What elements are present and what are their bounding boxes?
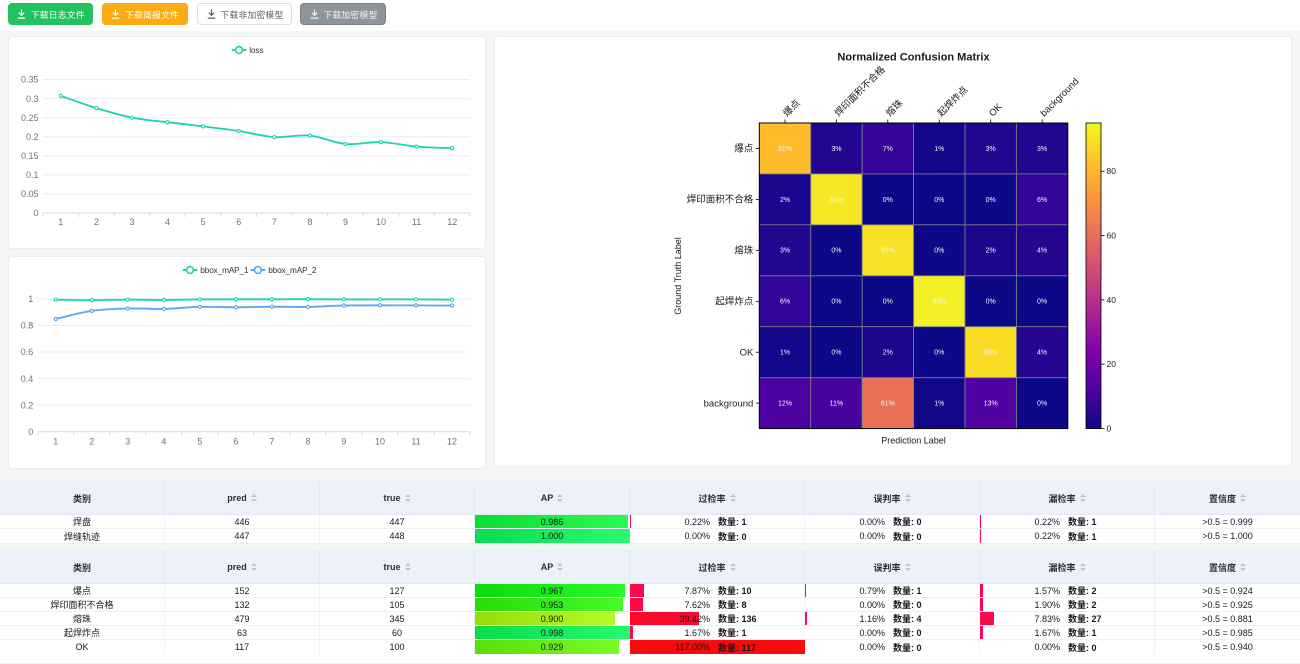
svg-text:0: 0 bbox=[28, 427, 33, 437]
svg-text:0.2: 0.2 bbox=[21, 400, 34, 410]
svg-text:3: 3 bbox=[129, 217, 134, 227]
svg-text:61%: 61% bbox=[881, 401, 895, 408]
svg-text:6: 6 bbox=[236, 217, 241, 227]
svg-text:12: 12 bbox=[447, 217, 457, 227]
svg-text:0.25: 0.25 bbox=[21, 113, 39, 123]
svg-text:爆点: 爆点 bbox=[781, 97, 803, 119]
svg-text:6: 6 bbox=[233, 437, 238, 447]
svg-text:0%: 0% bbox=[986, 299, 996, 306]
svg-text:0%: 0% bbox=[1037, 299, 1047, 306]
svg-text:0%: 0% bbox=[934, 350, 944, 357]
svg-text:0.05: 0.05 bbox=[21, 189, 39, 199]
svg-text:1%: 1% bbox=[780, 350, 790, 357]
svg-text:0%: 0% bbox=[986, 197, 996, 204]
svg-text:0.4: 0.4 bbox=[21, 374, 34, 384]
svg-text:7: 7 bbox=[272, 217, 277, 227]
svg-text:bbox_mAP_2: bbox_mAP_2 bbox=[268, 266, 317, 275]
svg-text:1%: 1% bbox=[934, 401, 944, 408]
svg-text:90%: 90% bbox=[881, 248, 895, 255]
svg-text:0%: 0% bbox=[1037, 401, 1047, 408]
svg-text:0: 0 bbox=[33, 208, 38, 218]
svg-text:0%: 0% bbox=[883, 197, 893, 204]
svg-text:11: 11 bbox=[412, 217, 421, 227]
svg-text:loss: loss bbox=[249, 46, 263, 55]
svg-text:0.3: 0.3 bbox=[26, 94, 39, 104]
svg-text:熔珠: 熔珠 bbox=[883, 97, 905, 119]
svg-text:Normalized Confusion Matrix: Normalized Confusion Matrix bbox=[837, 52, 990, 64]
svg-text:焊印面积不合格: 焊印面积不合格 bbox=[687, 194, 754, 206]
svg-text:2%: 2% bbox=[780, 197, 790, 204]
svg-text:11%: 11% bbox=[830, 401, 844, 408]
svg-text:0%: 0% bbox=[831, 350, 841, 357]
svg-text:0.1: 0.1 bbox=[26, 170, 39, 180]
svg-text:91%: 91% bbox=[829, 197, 843, 204]
svg-text:7%: 7% bbox=[883, 146, 893, 153]
svg-text:20: 20 bbox=[1107, 359, 1117, 369]
svg-text:2%: 2% bbox=[883, 350, 893, 357]
svg-text:0.8: 0.8 bbox=[21, 321, 34, 331]
svg-text:4%: 4% bbox=[1037, 350, 1047, 357]
svg-text:0%: 0% bbox=[831, 248, 841, 255]
svg-text:93%: 93% bbox=[932, 299, 946, 306]
svg-text:12: 12 bbox=[447, 437, 457, 447]
svg-text:8: 8 bbox=[307, 217, 312, 227]
svg-text:7: 7 bbox=[269, 437, 274, 447]
svg-text:焊印面积不合格: 焊印面积不合格 bbox=[832, 63, 888, 119]
svg-text:4%: 4% bbox=[1037, 248, 1047, 255]
svg-text:爆点: 爆点 bbox=[734, 143, 754, 155]
svg-text:1%: 1% bbox=[934, 146, 944, 153]
svg-text:3%: 3% bbox=[831, 146, 841, 153]
svg-text:3%: 3% bbox=[986, 146, 996, 153]
svg-text:熔珠: 熔珠 bbox=[734, 245, 754, 257]
svg-text:3%: 3% bbox=[1037, 146, 1047, 153]
svg-text:0%: 0% bbox=[934, 197, 944, 204]
svg-text:4: 4 bbox=[165, 217, 170, 227]
svg-text:background: background bbox=[704, 398, 754, 409]
svg-text:80: 80 bbox=[1107, 166, 1117, 176]
svg-text:81%: 81% bbox=[778, 146, 792, 153]
svg-text:0: 0 bbox=[1107, 424, 1112, 434]
svg-text:89%: 89% bbox=[984, 350, 998, 357]
svg-text:8: 8 bbox=[305, 437, 310, 447]
svg-text:11: 11 bbox=[411, 437, 420, 447]
svg-text:5: 5 bbox=[197, 437, 202, 447]
svg-text:4: 4 bbox=[161, 437, 166, 447]
svg-text:40: 40 bbox=[1107, 295, 1117, 305]
svg-text:1: 1 bbox=[28, 294, 33, 304]
svg-text:0.35: 0.35 bbox=[21, 75, 39, 85]
svg-text:10: 10 bbox=[375, 437, 385, 447]
svg-text:3%: 3% bbox=[780, 248, 790, 255]
svg-text:Ground Truth Label: Ground Truth Label bbox=[673, 237, 683, 315]
svg-text:2: 2 bbox=[94, 217, 99, 227]
svg-text:60: 60 bbox=[1107, 231, 1117, 241]
svg-text:5: 5 bbox=[201, 217, 206, 227]
svg-text:9: 9 bbox=[341, 437, 346, 447]
svg-text:13%: 13% bbox=[984, 401, 998, 408]
svg-text:0%: 0% bbox=[883, 299, 893, 306]
svg-text:2%: 2% bbox=[986, 248, 996, 255]
svg-text:OK: OK bbox=[740, 347, 754, 358]
svg-text:0.2: 0.2 bbox=[26, 132, 39, 142]
svg-text:3: 3 bbox=[125, 437, 130, 447]
svg-text:Prediction Label: Prediction Label bbox=[881, 436, 946, 446]
svg-text:0.6: 0.6 bbox=[21, 347, 34, 357]
svg-text:2: 2 bbox=[89, 437, 94, 447]
svg-text:0%: 0% bbox=[934, 248, 944, 255]
svg-text:起焊炸点: 起焊炸点 bbox=[935, 83, 971, 119]
svg-text:0.15: 0.15 bbox=[21, 151, 39, 161]
svg-text:起焊炸点: 起焊炸点 bbox=[715, 296, 754, 308]
svg-text:bbox_mAP_1: bbox_mAP_1 bbox=[200, 266, 249, 275]
svg-text:background: background bbox=[1038, 76, 1081, 119]
svg-text:6%: 6% bbox=[1037, 197, 1047, 204]
svg-text:1: 1 bbox=[58, 217, 63, 227]
svg-text:10: 10 bbox=[376, 217, 386, 227]
svg-text:12%: 12% bbox=[778, 401, 792, 408]
svg-text:9: 9 bbox=[343, 217, 348, 227]
svg-text:OK: OK bbox=[987, 101, 1005, 119]
svg-text:6%: 6% bbox=[780, 299, 790, 306]
svg-text:0%: 0% bbox=[831, 299, 841, 306]
svg-text:1: 1 bbox=[53, 437, 58, 447]
